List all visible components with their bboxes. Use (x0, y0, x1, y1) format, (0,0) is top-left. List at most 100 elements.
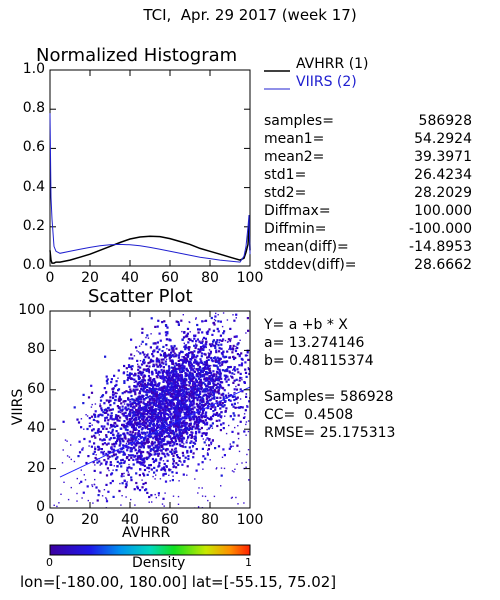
scatter-point (174, 420, 177, 423)
scatter-point (173, 346, 175, 348)
scatter-point (164, 376, 167, 379)
scatter-point (153, 398, 155, 400)
scatter-point (172, 421, 175, 424)
scatter-point (233, 368, 236, 371)
scatter-point (163, 505, 165, 507)
scatter-point (169, 480, 171, 482)
scatter-point (165, 428, 168, 431)
scatter-point (223, 374, 226, 377)
scatter-point (173, 405, 176, 407)
scatter-point (195, 379, 198, 382)
scatter-point (191, 356, 194, 359)
scatter-point (85, 414, 87, 416)
scatter-point (212, 413, 215, 416)
scatter-point (233, 405, 235, 408)
scatter-point (170, 395, 173, 398)
scatter-point (166, 413, 169, 416)
scatter-point (199, 420, 202, 423)
scatter-point (184, 426, 187, 429)
scatter-point (137, 372, 140, 375)
scatter-point (166, 452, 169, 455)
scatter-point (151, 444, 154, 447)
scatter-point (115, 442, 118, 445)
scatter-point (160, 417, 164, 420)
scatter-point (140, 343, 143, 345)
scatter-point (144, 489, 147, 492)
scatter-point (96, 461, 99, 464)
scatter-point (171, 375, 174, 378)
scatter-point (158, 438, 162, 441)
scatter-point (185, 367, 188, 370)
scatter-point (184, 380, 187, 383)
scatter-point (173, 385, 176, 388)
scatter-point (142, 360, 145, 363)
scatter-point (179, 444, 182, 447)
scatter-point (228, 348, 230, 350)
scatter-point (143, 379, 147, 382)
scatter-point (223, 467, 226, 470)
scatter-point (147, 411, 150, 414)
scatter-point (141, 461, 144, 464)
scatter-point (188, 364, 191, 367)
scatter-point (143, 457, 146, 460)
scatter-x-tick-label: 20 (81, 512, 99, 528)
histogram-x-tick-label: 20 (81, 270, 99, 286)
scatter-point (179, 402, 182, 405)
scatter-point (199, 378, 202, 381)
scatter-point (203, 346, 206, 349)
scatter-point (162, 380, 165, 383)
scatter-point (185, 354, 189, 357)
scatter-point (149, 430, 152, 433)
scatter-point (157, 417, 160, 420)
scatter-point (218, 387, 221, 390)
scatter-point (158, 435, 161, 438)
scatter-point (181, 439, 184, 442)
scatter-point (154, 411, 157, 414)
scatter-point (144, 431, 147, 435)
scatter-point (215, 340, 218, 343)
scatter-point (199, 361, 202, 364)
scatter-point (99, 430, 102, 433)
scatter-point (237, 371, 240, 374)
scatter-point (145, 343, 148, 346)
scatter-x-tick-label: 60 (161, 512, 179, 528)
scatter-point (169, 408, 172, 411)
scatter-point (212, 404, 215, 407)
scatter-point (191, 403, 194, 406)
scatter-point (195, 374, 198, 377)
scatter-point (213, 318, 216, 321)
scatter-point (162, 430, 165, 433)
scatter-point (84, 479, 87, 481)
scatter-point (205, 432, 208, 435)
scatter-point (151, 501, 153, 503)
scatter-point (186, 449, 189, 453)
scatter-point (175, 466, 178, 469)
scatter-point (235, 313, 238, 316)
scatter-point (158, 398, 161, 401)
scatter-point (163, 405, 167, 408)
scatter-point (197, 421, 200, 425)
scatter-point (216, 424, 219, 428)
scatter-point (114, 392, 117, 395)
scatter-point (219, 374, 222, 377)
scatter-point (235, 317, 237, 319)
scatter-point (245, 421, 248, 423)
scatter-point (219, 396, 222, 399)
scatter-point (168, 432, 171, 435)
scatter-y-tick-label: 20 (27, 459, 45, 476)
scatter-point (172, 385, 175, 389)
scatter-point (248, 372, 250, 375)
scatter-point (162, 358, 165, 361)
scatter-point (169, 444, 172, 447)
scatter-point (217, 314, 219, 316)
scatter-point (202, 336, 206, 339)
scatter-point (130, 438, 133, 442)
scatter-point (117, 410, 120, 413)
scatter-point (183, 331, 186, 334)
scatter-point (162, 474, 165, 477)
scatter-point (135, 404, 138, 407)
scatter-point (177, 413, 180, 416)
scatter-point (143, 398, 146, 401)
scatter-point (219, 401, 222, 404)
scatter-point (123, 381, 126, 384)
